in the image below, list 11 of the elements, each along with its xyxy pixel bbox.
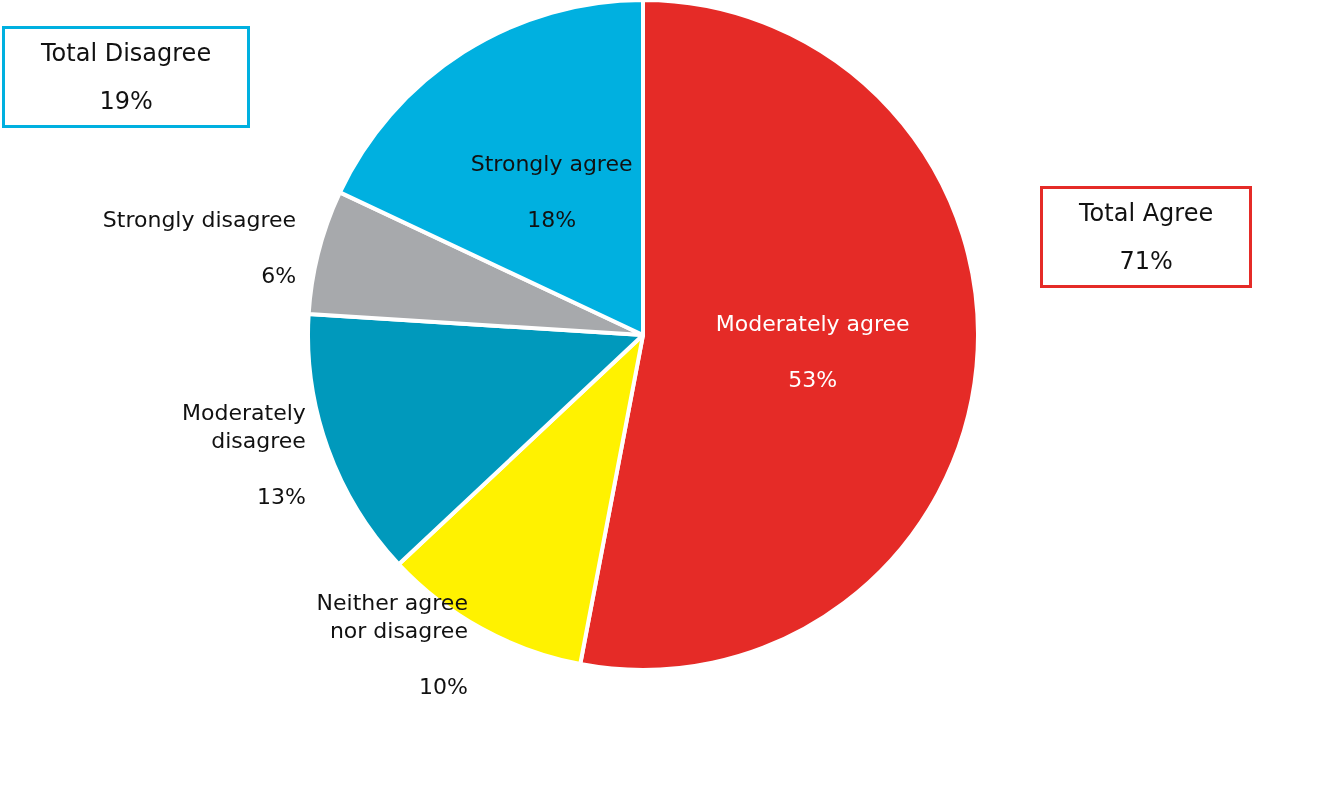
note-box: Total Disagree 19% [2, 26, 251, 128]
slice-label: Strongly agree [470, 150, 633, 176]
note-box: Total Agree 71% [1040, 186, 1253, 288]
data-label: 13% [256, 484, 306, 510]
data-label: 6% [261, 262, 297, 288]
data-label: 10% [419, 673, 468, 699]
data-label: 18% [527, 206, 577, 232]
data-label: 53% [788, 366, 838, 392]
slice-label: Strongly disagree [102, 206, 297, 232]
slice-label: Moderately agree [715, 310, 910, 336]
slice-label: Moderately disagree [182, 400, 306, 454]
